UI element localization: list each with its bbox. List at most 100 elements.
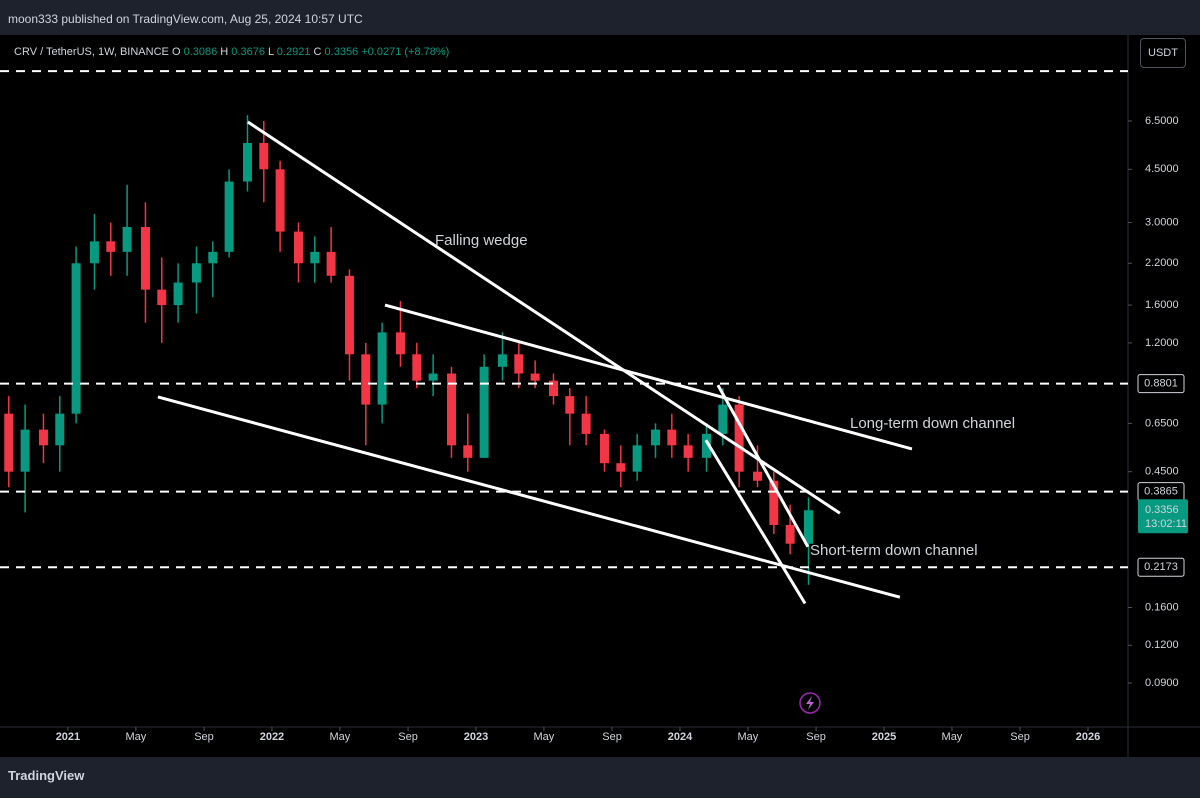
candle-body: [20, 429, 30, 472]
x-tick-label: May: [534, 731, 555, 743]
ohlc-value: 0.3676: [231, 46, 265, 58]
candle-body: [651, 429, 661, 446]
ohlc-key: H: [220, 46, 229, 58]
candle-body: [530, 373, 540, 381]
candle-body: [667, 429, 677, 446]
level-label: 0.3865: [1144, 486, 1178, 498]
y-tick-label: 0.1600: [1145, 601, 1179, 613]
level-label-box: [1137, 557, 1185, 577]
trendline: [157, 395, 901, 599]
candle-body: [497, 354, 507, 367]
events-icon[interactable]: [799, 692, 821, 714]
candle-body: [173, 282, 183, 306]
ohlc-key: O: [171, 46, 181, 58]
chart-bg: [0, 35, 1200, 757]
y-tick-label: 4.5000: [1145, 163, 1179, 175]
candle-body: [446, 373, 456, 446]
candle-body: [718, 404, 728, 434]
trendline: [247, 120, 841, 515]
level-label-box: [1137, 374, 1185, 394]
candle-body: [275, 169, 285, 232]
x-tick-label: May: [942, 731, 963, 743]
x-tick-label: May: [125, 731, 146, 743]
candle-body: [326, 251, 336, 276]
candle-body: [785, 524, 795, 544]
level-label: 0.8801: [1144, 378, 1178, 390]
candle-body: [140, 227, 150, 290]
candle-body: [734, 404, 744, 472]
x-tick-label: 2025: [872, 731, 896, 743]
candle-body: [122, 227, 132, 252]
ohlc-value: 0.3356: [324, 46, 359, 58]
x-tick-label: Sep: [398, 731, 418, 743]
y-tick-label: 1.6000: [1145, 299, 1179, 311]
price-box: [1138, 499, 1188, 534]
candle-body: [753, 471, 763, 481]
x-tick-label: 2024: [668, 731, 693, 743]
x-tick-label: May: [329, 731, 350, 743]
level-label: 0.2173: [1144, 561, 1178, 573]
events-bolt: [806, 696, 814, 710]
x-tick-label: 2023: [464, 731, 488, 743]
candle-body: [548, 380, 558, 397]
currency-button[interactable]: USDT: [1140, 38, 1186, 68]
candle-body: [71, 263, 81, 414]
y-tick-label: 0.0900: [1145, 677, 1179, 689]
candle-body: [242, 142, 252, 182]
candle-body: [702, 433, 712, 458]
ohlc-key: L: [268, 46, 274, 58]
x-tick-label: Sep: [1010, 731, 1030, 743]
header: moon333 published on TradingView.com, Au…: [8, 12, 363, 26]
price-label: 0.3356: [1145, 504, 1179, 516]
candle-body: [581, 413, 591, 434]
symbol: CRV / TetherUS, 1W, BINANCE: [14, 46, 169, 58]
candle-body: [616, 463, 626, 472]
candle-body: [683, 445, 693, 458]
candle-body: [428, 373, 438, 381]
ohlc-value: 0.2921: [276, 46, 311, 58]
y-tick-label: 6.5000: [1145, 115, 1179, 127]
x-tick-label: Sep: [806, 731, 826, 743]
x-tick-label: 2026: [1076, 731, 1100, 743]
x-tick-label: May: [738, 731, 759, 743]
x-tick-label: 2022: [260, 731, 284, 743]
candle-body: [208, 251, 218, 264]
candle-body: [38, 429, 48, 446]
candle-body: [157, 289, 167, 306]
candle-body: [106, 241, 116, 252]
candle-body: [599, 433, 609, 464]
y-tick-label: 0.1200: [1145, 639, 1179, 651]
y-tick-label: 1.2000: [1145, 337, 1179, 349]
candle-body: [377, 332, 387, 405]
annotation: Short-term down channel: [810, 542, 978, 559]
candle-body: [89, 241, 99, 264]
ohlc-value: 0.3086: [183, 46, 218, 58]
candle-body: [293, 231, 303, 264]
y-tick-label: 0.6500: [1145, 417, 1179, 429]
candle-body: [259, 142, 269, 170]
candle-body: [514, 354, 524, 374]
candle-body: [769, 480, 779, 525]
annotation: Falling wedge: [435, 232, 528, 249]
candle-body: [632, 445, 642, 472]
candle-body: [191, 263, 201, 283]
y-tick-label: 2.2000: [1145, 257, 1179, 269]
candle-body: [565, 396, 575, 414]
trendline: [704, 439, 807, 605]
candle-body: [804, 510, 814, 544]
x-tick-label: 2021: [56, 731, 80, 743]
change: +0.0271 (+8.78%): [361, 46, 450, 58]
y-tick-label: 3.0000: [1145, 216, 1179, 228]
x-tick-label: Sep: [194, 731, 214, 743]
chart: 6.5000 4.5000 3.0000 2.2000 1.6000 1.2000 0.65…: [0, 35, 1200, 757]
candle-body: [55, 413, 65, 446]
ohlc-key: C: [313, 46, 322, 58]
candle-body: [395, 332, 405, 355]
candle-body: [463, 445, 473, 458]
footer-logo: TradingView: [8, 768, 85, 783]
annotation: Long-term down channel: [850, 415, 1015, 432]
trendline: [716, 384, 810, 548]
candle-body: [361, 354, 371, 405]
candle-body: [310, 251, 320, 264]
